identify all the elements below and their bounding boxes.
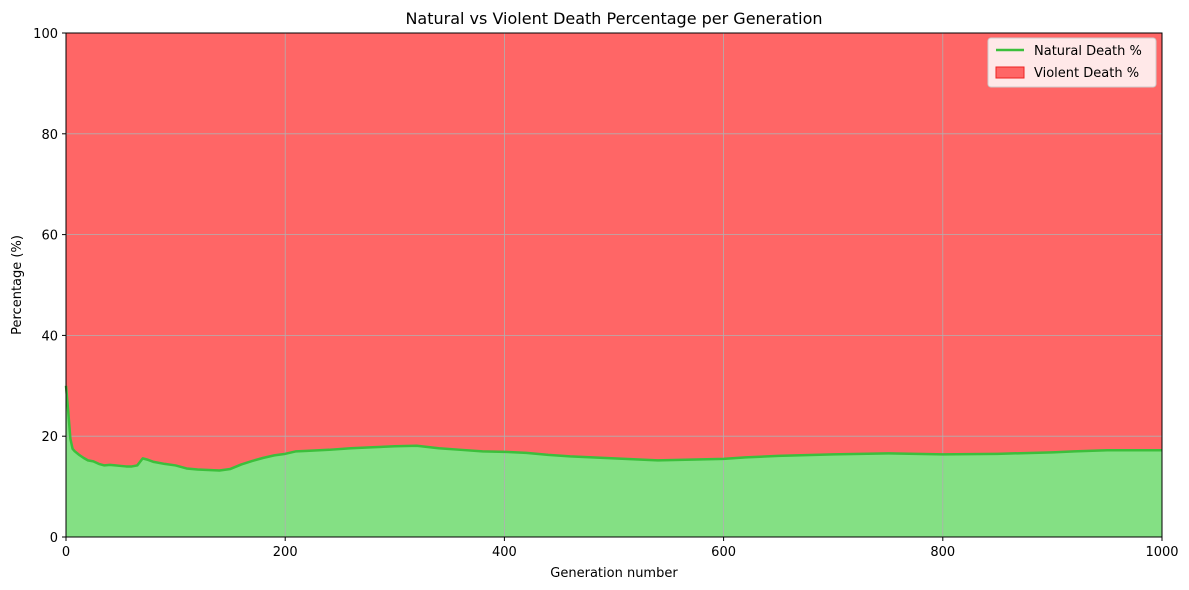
x-tick-label: 0 [62, 545, 70, 560]
x-tick-label: 1000 [1145, 545, 1178, 560]
y-tick-label: 60 [41, 229, 58, 244]
x-tick-label: 200 [273, 545, 298, 560]
plot-frame [65, 32, 1163, 538]
violent-death-area [66, 33, 1162, 471]
x-axis-ticks: 0 200 400 600 800 1000 [62, 537, 1179, 560]
x-tick-label: 600 [711, 545, 736, 560]
legend-box [987, 37, 1157, 88]
y-axis-ticks: 0 20 40 60 80 100 [33, 27, 66, 546]
y-tick-label: 100 [33, 27, 58, 42]
y-tick-label: 80 [41, 128, 58, 143]
legend-swatch-violent [995, 66, 1025, 79]
area-layer [66, 33, 1162, 537]
legend-label-natural: Natural Death % [1034, 44, 1142, 59]
natural-death-area [66, 385, 1162, 537]
x-tick-label: 800 [930, 545, 955, 560]
x-axis-label: Generation number [550, 566, 678, 581]
legend-label-violent: Violent Death % [1034, 66, 1139, 81]
chart-title: Natural vs Violent Death Percentage per … [405, 9, 822, 28]
x-tick-label: 400 [492, 545, 517, 560]
y-axis-label: Percentage (%) [10, 235, 25, 335]
natural-death-line [64, 385, 1162, 472]
line-layer [64, 385, 1162, 472]
y-tick-label: 0 [50, 531, 58, 546]
y-tick-label: 20 [41, 430, 58, 445]
y-tick-label: 40 [41, 329, 58, 344]
legend: Natural Death % Violent Death % [987, 37, 1157, 88]
